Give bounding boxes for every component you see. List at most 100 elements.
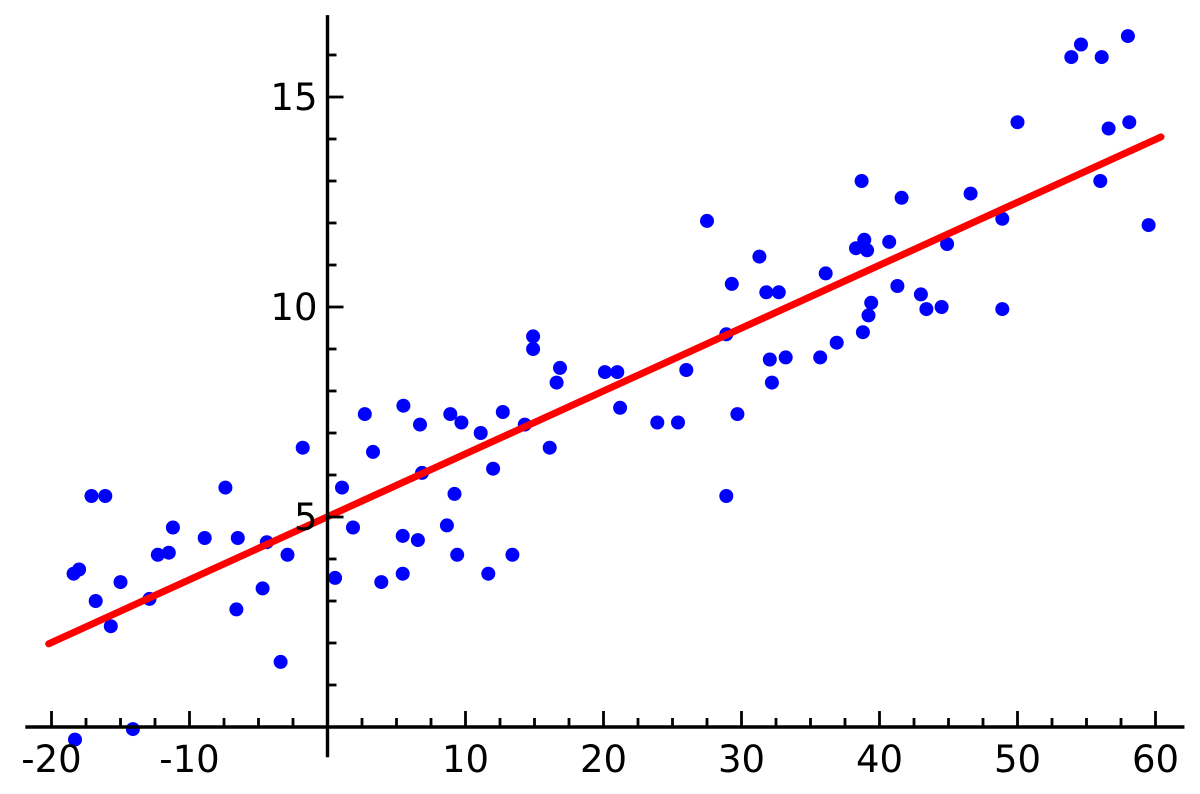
regression-line (45, 133, 1165, 648)
scatter-point (439, 518, 454, 533)
scatter-point (778, 350, 793, 365)
scatter-point (1141, 218, 1156, 233)
scatter-point (995, 302, 1010, 317)
scatter-point (1122, 115, 1137, 130)
scatter-point (700, 213, 714, 228)
scatter-point (443, 407, 458, 422)
scatter-point (473, 426, 488, 440)
scatter-point (752, 249, 767, 264)
scatter-point (273, 654, 288, 669)
scatter-point (395, 566, 410, 581)
scatter-point (486, 461, 501, 476)
scatter-point (1010, 115, 1025, 130)
scatter-point (68, 732, 82, 747)
scatter-point (764, 375, 779, 390)
scatter-point (995, 211, 1010, 226)
scatter-point (255, 581, 270, 596)
scatter-point (280, 547, 295, 562)
scatter-point (72, 562, 87, 577)
scatter-point (1101, 121, 1116, 136)
scatter-point (1120, 29, 1135, 44)
scatter-point (295, 440, 310, 455)
scatter-point (818, 266, 833, 281)
scatter-point (813, 350, 828, 365)
scatter-point (98, 489, 113, 503)
scatter-point (396, 398, 411, 413)
scatter-point (913, 287, 928, 302)
scatter-point (864, 295, 879, 310)
scatter-point (1094, 50, 1109, 65)
scatter-point (450, 547, 465, 562)
scatter-point (890, 279, 905, 293)
scatter-point (650, 415, 665, 430)
scatter-point (454, 415, 469, 430)
scatter-point (963, 186, 978, 201)
y-tick-label: 10 (270, 286, 317, 329)
scatter-point (125, 722, 140, 737)
scatter-point (553, 360, 567, 375)
x-tick-label: 20 (580, 738, 627, 781)
x-tick-label: 50 (994, 738, 1041, 781)
scatter-point (103, 619, 118, 634)
scatter-point (197, 531, 212, 545)
scatter-point (165, 520, 180, 535)
scatter-point (395, 528, 410, 543)
x-tick-label: 10 (442, 738, 489, 781)
scatter-point (730, 407, 745, 422)
scatter-point (1093, 174, 1108, 188)
scatter-point (495, 405, 510, 419)
scatter-point (229, 602, 244, 617)
scatter-point (542, 440, 557, 455)
scatter-point (759, 285, 774, 300)
scatter-point (328, 570, 343, 585)
scatter-point (854, 174, 869, 188)
x-tick-label: 60 (1132, 738, 1179, 781)
scatter-point (613, 400, 628, 415)
x-tick-label: -20 (21, 738, 81, 781)
scatter-point (679, 363, 694, 377)
scatter-point (335, 480, 349, 495)
y-tick-label: 15 (270, 76, 317, 119)
scatter-point (882, 234, 897, 249)
scatter-point (374, 575, 389, 590)
scatter-point (549, 375, 564, 390)
scatter-point (724, 276, 739, 291)
scatter-point (1074, 37, 1088, 52)
scatter-point (526, 329, 541, 344)
scatter-point (719, 489, 734, 503)
scatter-point (855, 325, 870, 340)
y-tick-label: 5 (294, 496, 318, 539)
scatter-point (357, 407, 372, 422)
scatter-point (218, 480, 233, 495)
scatter-point (829, 335, 844, 350)
scatter-point (671, 415, 685, 430)
scatter-point (940, 237, 955, 251)
scatter-point (346, 520, 360, 535)
scatter-point (857, 232, 872, 247)
x-tick-label: 40 (856, 738, 903, 781)
scatter-point (150, 547, 165, 562)
scatter-point (860, 243, 875, 258)
scatter-point (84, 489, 99, 503)
scatter-point (597, 365, 612, 380)
scatter-point (447, 486, 462, 501)
scatter-point (1064, 50, 1079, 65)
scatter-point (481, 566, 496, 581)
scatter-point (413, 417, 427, 432)
scatter-point (410, 533, 425, 548)
x-tick-label: 30 (718, 738, 765, 781)
x-tick-label: -10 (159, 738, 219, 781)
scatter-point (366, 444, 380, 459)
scatter-point (526, 342, 541, 356)
scatter-point (894, 190, 909, 205)
scatter-point (861, 308, 876, 323)
scatter-point (230, 531, 245, 545)
scatter-point (771, 285, 786, 300)
scatter-point (161, 545, 176, 560)
scatter-point (919, 302, 934, 317)
scatter-point (934, 300, 949, 314)
scatter-point (113, 575, 128, 590)
scatter-point (505, 547, 520, 562)
